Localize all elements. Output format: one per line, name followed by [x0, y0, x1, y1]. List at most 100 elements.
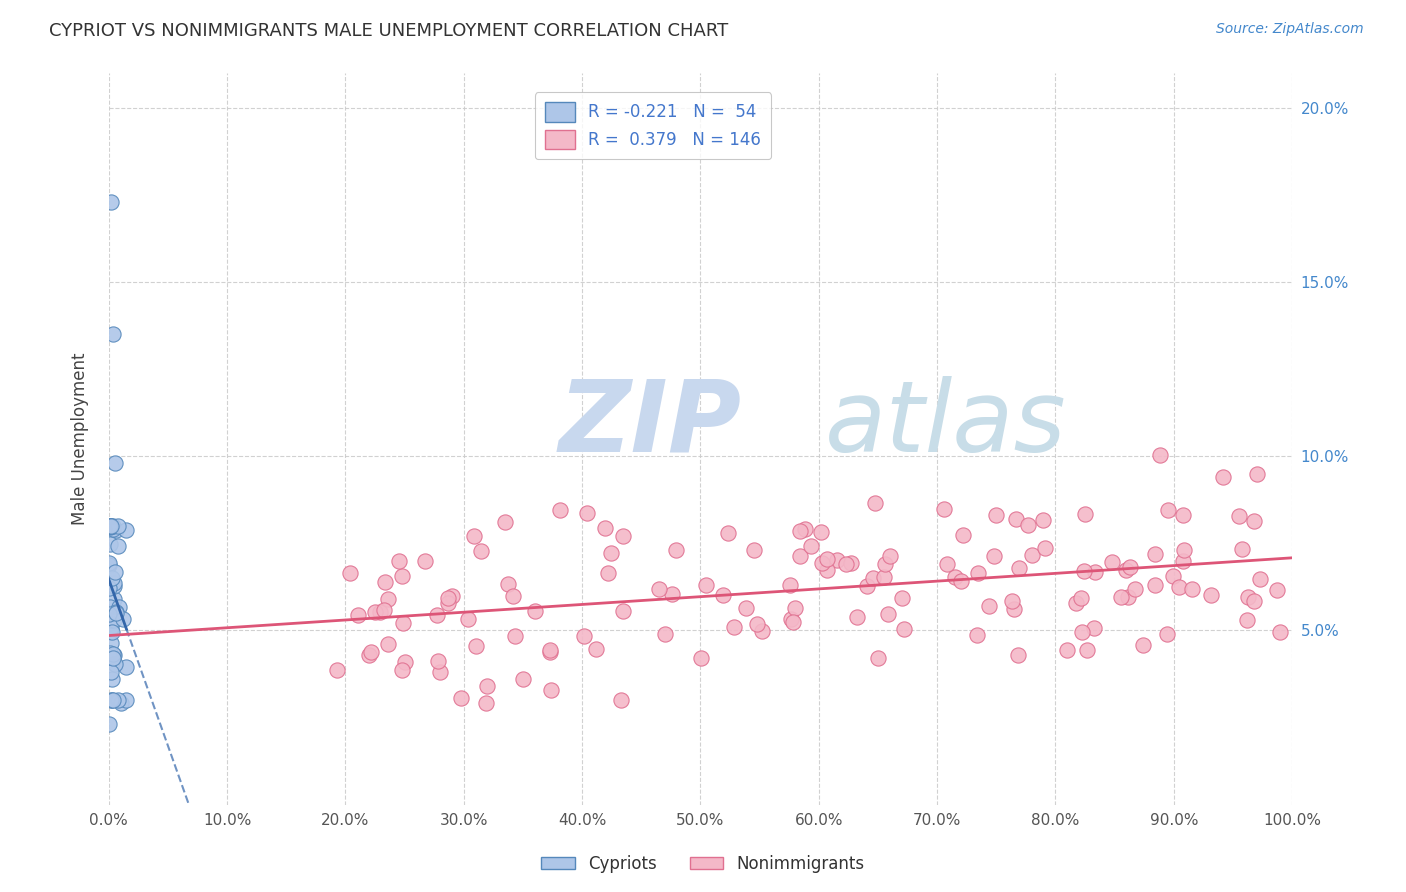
Point [524, 605, 547, 619]
Point [1173, 554, 1195, 568]
Point [98, 558, 121, 572]
Point [107, 540, 129, 554]
Point [825, 553, 848, 567]
Point [846, 610, 869, 624]
Point [585, 642, 607, 657]
Point [111, 612, 134, 626]
Point [782, 615, 804, 630]
Point [110, 696, 132, 710]
Point [1070, 625, 1092, 640]
Point [98, 581, 121, 595]
Point [103, 650, 125, 665]
Point [426, 607, 449, 622]
Point [794, 522, 817, 536]
Point [800, 539, 823, 553]
Point [735, 600, 758, 615]
Point [1005, 512, 1028, 526]
Point [437, 595, 460, 609]
Point [1073, 565, 1095, 579]
Point [595, 521, 617, 535]
Point [1156, 627, 1178, 641]
Point [1243, 514, 1265, 528]
Point [1144, 578, 1167, 592]
Point [101, 672, 124, 686]
Point [103, 648, 125, 662]
Point [950, 574, 973, 588]
Point [935, 558, 957, 572]
Point [100, 519, 122, 533]
Point [983, 549, 1005, 563]
Point [101, 693, 124, 707]
Point [426, 655, 449, 669]
Point [1143, 547, 1166, 561]
Text: Source: ZipAtlas.com: Source: ZipAtlas.com [1216, 22, 1364, 37]
Point [1270, 624, 1292, 639]
Point [326, 663, 349, 677]
Point [835, 558, 858, 572]
Point [107, 693, 129, 707]
Point [1056, 643, 1078, 657]
Point [98, 519, 121, 533]
Point [665, 543, 688, 558]
Point [1119, 560, 1142, 574]
Point [391, 569, 413, 583]
Point [1236, 613, 1258, 627]
Point [364, 605, 387, 619]
Point [1161, 569, 1184, 583]
Point [779, 578, 801, 592]
Point [1002, 601, 1025, 615]
Point [107, 519, 129, 533]
Point [413, 554, 436, 568]
Point [100, 194, 122, 209]
Point [747, 617, 769, 632]
Point [103, 327, 125, 342]
Point [115, 523, 138, 537]
Point [1070, 591, 1092, 606]
Point [1149, 448, 1171, 462]
Point [1246, 467, 1268, 481]
Point [104, 657, 127, 671]
Point [463, 529, 485, 543]
Point [374, 575, 396, 590]
Point [855, 579, 877, 593]
Point [647, 582, 669, 596]
Point [538, 642, 561, 657]
Point [689, 651, 711, 665]
Point [103, 579, 125, 593]
Point [751, 624, 773, 638]
Point [101, 571, 124, 585]
Point [612, 529, 634, 543]
Point [839, 556, 862, 570]
Point [810, 525, 832, 540]
Point [457, 612, 479, 626]
Point [811, 556, 834, 570]
Point [100, 519, 122, 533]
Point [612, 604, 634, 618]
Point [654, 627, 676, 641]
Point [1074, 507, 1097, 521]
Point [103, 592, 125, 607]
Point [876, 607, 898, 621]
Point [932, 502, 955, 516]
Point [100, 621, 122, 635]
Point [98, 520, 121, 534]
Point [893, 622, 915, 636]
Point [1032, 513, 1054, 527]
Point [661, 587, 683, 601]
Point [357, 648, 380, 662]
Point [502, 589, 524, 603]
Point [98, 649, 121, 664]
Point [98, 716, 121, 731]
Point [1017, 518, 1039, 533]
Point [1115, 562, 1137, 576]
Point [394, 655, 416, 669]
Point [977, 599, 1000, 613]
Point [789, 549, 811, 563]
Point [115, 660, 138, 674]
Point [496, 576, 519, 591]
Point [1230, 542, 1253, 557]
Point [104, 606, 127, 620]
Point [470, 544, 492, 558]
Point [101, 647, 124, 661]
Point [1132, 638, 1154, 652]
